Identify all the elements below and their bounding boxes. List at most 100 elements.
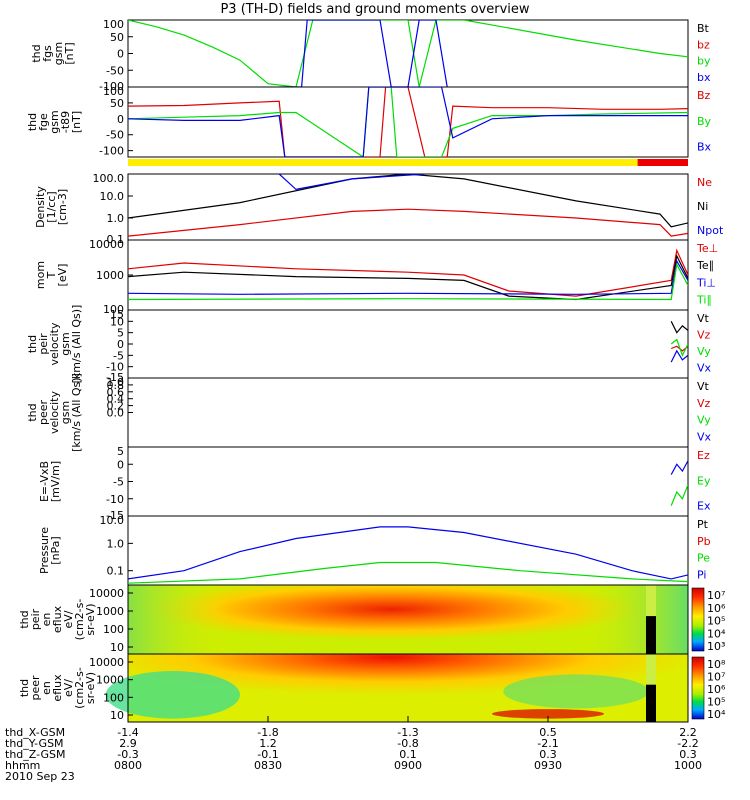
- legend-Npot: Npot: [697, 224, 724, 237]
- y-tick-label: -100: [99, 145, 124, 158]
- legend-Vz: Vz: [697, 329, 711, 342]
- series-line-Npot: [278, 174, 425, 191]
- x-row-value: 0.5: [539, 726, 557, 739]
- efield-frame: [127, 446, 689, 517]
- legend-Ti∥: Ti∥: [696, 294, 712, 307]
- y-axis-label: peir: [29, 608, 42, 630]
- y-tick-label: 10000: [89, 587, 124, 600]
- x-row-label: thd_Y-GSM: [5, 737, 64, 750]
- y-axis-label: thd: [26, 113, 39, 131]
- fgs-frame: [127, 19, 689, 88]
- date-label: 2010 Sep 23: [5, 770, 75, 783]
- y-axis-label: thd: [18, 610, 31, 628]
- legend-Vz: Vz: [697, 397, 711, 410]
- low-energy-patch-left: [105, 671, 240, 719]
- legend-Te⊥: Te⊥: [696, 242, 718, 255]
- x-row-value: -2.1: [537, 737, 558, 750]
- legend-Vx: Vx: [697, 431, 712, 444]
- y-tick-label: 0.4: [107, 393, 125, 406]
- y-tick-label: 100: [103, 303, 124, 316]
- fge-series: [128, 87, 688, 157]
- efield-series: [670, 460, 688, 506]
- series-line-Ey: [670, 484, 688, 506]
- panel-pressure: [127, 515, 689, 586]
- y-axis-label: sr-eV): [84, 603, 97, 635]
- series-line-Ne: [128, 208, 688, 237]
- colorbar-tick: 10⁶: [707, 602, 726, 615]
- x-row-value: 0.3: [679, 748, 697, 761]
- legend-by: by: [697, 55, 711, 68]
- y-tick-label: -50: [106, 64, 124, 77]
- y-axis-label: [nPa]: [49, 536, 62, 564]
- peir_spectrogram-gap: [646, 616, 656, 654]
- legend-Te∥: Te∥: [696, 259, 714, 272]
- series-line-Te∥: [128, 254, 688, 301]
- x-row-value: 0830: [254, 759, 282, 772]
- x-row-value: -2.2: [677, 737, 698, 750]
- series-line-Bz: [128, 87, 688, 157]
- y-axis-label: eflux: [51, 605, 64, 633]
- series-line-Vx: [670, 349, 688, 363]
- y-tick-label: 1.0: [107, 376, 125, 389]
- y-axis-label: [km/s (All Qs)]: [70, 373, 83, 452]
- mode-bar-yellow: [128, 159, 638, 166]
- panel-temperature: [127, 239, 689, 311]
- y-tick-label: 50: [110, 97, 124, 110]
- panel-peir_spectrogram: [127, 584, 705, 655]
- legend-Ti⊥: Ti⊥: [696, 276, 716, 289]
- y-axis-label: thd: [26, 403, 39, 421]
- y-tick-label: -50: [106, 129, 124, 142]
- fgs-series: [128, 20, 688, 87]
- series-line-By: [128, 87, 688, 157]
- peer_velocity-frame: [127, 377, 689, 448]
- colorbar-tick: 10⁵: [707, 615, 725, 628]
- x-row-value: -0.8: [397, 737, 418, 750]
- x-row-value: 0.1: [399, 748, 417, 761]
- series-line-bx: [279, 20, 448, 87]
- x-row-value: 2.9: [119, 737, 137, 750]
- y-axis-label: gsm: [59, 332, 72, 355]
- y-tick-label: 100: [103, 85, 124, 98]
- colorbar-tick: 10³: [707, 640, 725, 653]
- peer_spectrogram-burst-column: [646, 654, 656, 685]
- legend-By: By: [697, 115, 712, 128]
- y-axis-label: Density: [34, 186, 47, 228]
- legend-Pb: Pb: [697, 535, 711, 548]
- y-tick-label: -10: [106, 493, 124, 506]
- y-tick-label: 1.0: [107, 212, 125, 225]
- fge-frame: [127, 86, 689, 158]
- y-tick-label: 0.1: [107, 233, 125, 246]
- panel-peir_velocity: [127, 309, 689, 379]
- series-line-Te⊥: [128, 248, 688, 297]
- panel-fge: [127, 86, 689, 158]
- y-tick-label: -100: [99, 80, 124, 93]
- x-row-value: 1000: [674, 759, 702, 772]
- legend-Vx: Vx: [697, 362, 712, 375]
- legend-Pt: Pt: [697, 518, 709, 531]
- y-axis-label: gsm: [52, 42, 65, 65]
- x-row-value: 2.2: [679, 726, 697, 739]
- high-flux-band: [492, 709, 604, 719]
- peir_spectrogram-burst-column: [646, 585, 656, 617]
- legend-Ex: Ex: [697, 500, 711, 513]
- peir_spectrogram-colorbar: [691, 587, 705, 652]
- y-tick-label: -15: [106, 509, 124, 522]
- colorbar-tick: 10⁴: [707, 627, 726, 640]
- x-row-value: -1.4: [117, 726, 138, 739]
- panel-fgs: [127, 19, 689, 88]
- y-tick-label: 15: [110, 308, 124, 321]
- y-tick-label: 10.0: [100, 190, 125, 203]
- x-row-value: -0.3: [117, 748, 138, 761]
- legend-Ez: Ez: [697, 449, 710, 462]
- low-energy-patch-right: [503, 674, 649, 709]
- y-axis-label: [nT]: [63, 42, 76, 64]
- y-axis-label: en: [40, 613, 53, 627]
- plot-title: P3 (TH-D) fields and ground moments over…: [220, 2, 529, 17]
- x-row-value: -1.8: [257, 726, 278, 739]
- y-tick-label: 5: [117, 327, 124, 340]
- y-tick-label: 100: [103, 18, 124, 31]
- y-axis-label: [nT]: [70, 111, 83, 133]
- y-axis-label: peer: [29, 675, 42, 701]
- pressure-series: [128, 526, 688, 584]
